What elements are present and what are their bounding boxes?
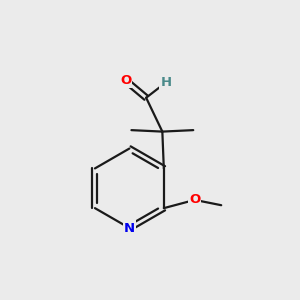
- Text: H: H: [160, 76, 171, 88]
- Text: O: O: [120, 74, 131, 87]
- Text: N: N: [124, 221, 135, 235]
- Text: O: O: [189, 194, 200, 206]
